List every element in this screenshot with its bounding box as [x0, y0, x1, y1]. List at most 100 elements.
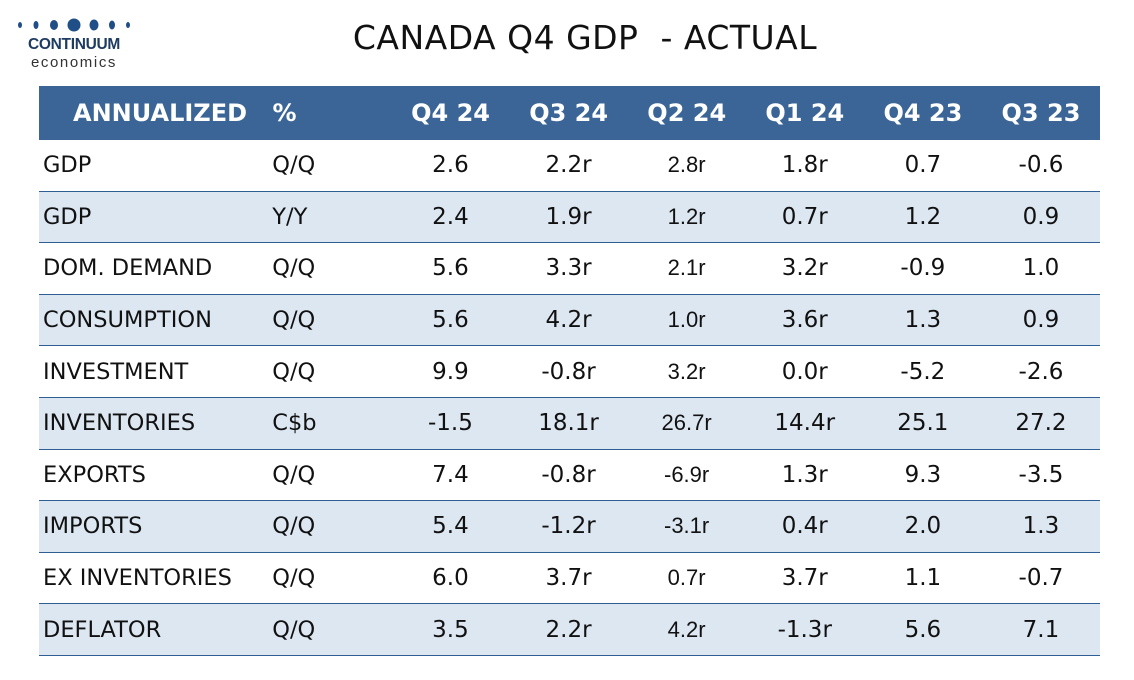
- table-body: GDP Q/Q 2.6 2.2r 2.8r 1.8r 0.7 -0.6 GDP Y/Y 2.4 1.9…: [39, 140, 1100, 656]
- row-label: IMPORTS: [43, 513, 143, 540]
- value-cell: -6.9r: [664, 461, 710, 487]
- row-label: EXPORTS: [43, 461, 146, 488]
- value-cell: 5.6: [432, 307, 469, 334]
- value-cell: 1.3: [1022, 513, 1060, 540]
- column-header: Q3 24: [529, 99, 609, 127]
- value-cell: 3.7r: [781, 565, 828, 592]
- value-cell: 6.0: [432, 565, 469, 592]
- column-header: %: [272, 99, 297, 127]
- logo-dots-icon: [14, 16, 134, 34]
- value-cell: 9.3: [904, 461, 942, 488]
- value-cell: 0.0r: [781, 358, 828, 385]
- column-header: Q2 24: [647, 99, 727, 127]
- value-cell: -5.2: [900, 358, 946, 385]
- table-row: IMPORTS Q/Q 5.4 -1.2r -3.1r 0.4r 2.0 1.3: [39, 501, 1100, 553]
- row-unit: C$b: [272, 410, 317, 437]
- table-row: GDP Q/Q 2.6 2.2r 2.8r 1.8r 0.7 -0.6: [39, 140, 1100, 192]
- value-cell: 0.7: [904, 152, 942, 179]
- table-row: EX INVENTORIES Q/Q 6.0 3.7r 0.7r 3.7r 1.1 -0.7: [39, 553, 1100, 605]
- value-cell: 2.2r: [545, 152, 592, 179]
- value-cell: 7.4: [432, 461, 469, 488]
- value-cell: 25.1: [897, 410, 949, 437]
- value-cell: 2.6: [432, 152, 469, 179]
- value-cell: 1.9r: [545, 203, 592, 230]
- value-cell: 0.4r: [781, 513, 828, 540]
- value-cell: 1.0r: [667, 307, 706, 333]
- page-title: CANADA Q4 GDP - ACTUAL: [352, 18, 818, 57]
- value-cell: 1.3r: [781, 461, 828, 488]
- value-cell: 2.8r: [667, 152, 706, 178]
- value-cell: 4.2r: [545, 307, 592, 334]
- value-cell: 1.2r: [667, 203, 706, 229]
- value-cell: 14.4r: [774, 410, 836, 437]
- value-cell: -3.5: [1018, 461, 1064, 488]
- value-cell: 3.3r: [545, 255, 592, 282]
- value-cell: 5.6: [432, 255, 469, 282]
- value-cell: -0.9: [900, 255, 946, 282]
- value-cell: 1.3: [904, 307, 942, 334]
- continuum-economics-logo: CONTINUUM economics: [14, 14, 134, 74]
- value-cell: -0.7: [1018, 565, 1064, 592]
- row-label: GDP: [43, 152, 92, 179]
- row-unit: Q/Q: [272, 358, 316, 385]
- value-cell: 0.7r: [667, 565, 706, 591]
- value-cell: -1.5: [427, 410, 473, 437]
- value-cell: 7.1: [1022, 616, 1060, 643]
- row-unit: Q/Q: [272, 307, 316, 334]
- row-unit: Q/Q: [272, 152, 316, 179]
- logo-subtitle: economics: [30, 54, 118, 71]
- row-label: CONSUMPTION: [43, 307, 212, 334]
- value-cell: 5.4: [432, 513, 469, 540]
- value-cell: 5.6: [904, 616, 942, 643]
- row-label: EX INVENTORIES: [43, 565, 232, 592]
- row-unit: Q/Q: [272, 565, 316, 592]
- value-cell: 3.5: [432, 616, 469, 643]
- value-cell: -3.1r: [664, 513, 710, 539]
- value-cell: -1.3r: [777, 616, 832, 643]
- value-cell: 3.2r: [781, 255, 828, 282]
- value-cell: 1.0: [1022, 255, 1060, 282]
- value-cell: -1.2r: [541, 513, 596, 540]
- value-cell: 3.2r: [667, 358, 706, 384]
- value-cell: 0.9: [1022, 307, 1060, 334]
- row-unit: Q/Q: [272, 513, 316, 540]
- value-cell: 26.7r: [661, 410, 712, 436]
- value-cell: 0.7r: [781, 203, 828, 230]
- column-header: Q1 24: [765, 99, 845, 127]
- table-row: EXPORTS Q/Q 7.4 -0.8r -6.9r 1.3r 9.3 -3.5: [39, 450, 1100, 502]
- table-row: CONSUMPTION Q/Q 5.6 4.2r 1.0r 3.6r 1.3 0.9: [39, 294, 1100, 347]
- table-row: GDP Y/Y 2.4 1.9r 1.2r 0.7r 1.2 0.9: [39, 191, 1100, 244]
- row-label: GDP: [43, 203, 92, 230]
- column-header: Q4 24: [411, 99, 490, 127]
- column-header: Q4 23: [883, 99, 963, 127]
- row-unit: Y/Y: [272, 203, 308, 230]
- value-cell: 2.1r: [667, 255, 706, 281]
- value-cell: 1.2: [904, 203, 942, 230]
- row-label: DOM. DEMAND: [43, 255, 213, 282]
- table-row: DOM. DEMAND Q/Q 5.6 3.3r 2.1r 3.2r -0.9 1.0: [39, 243, 1100, 295]
- value-cell: 18.1r: [538, 410, 599, 437]
- value-cell: 1.1: [904, 565, 942, 592]
- value-cell: -2.6: [1018, 358, 1064, 385]
- table-row: INVENTORIES C$b -1.5 18.1r 26.7r 14.4r 25.1 27.…: [39, 397, 1100, 450]
- row-label: DEFLATOR: [43, 616, 162, 643]
- row-label: INVESTMENT: [43, 358, 189, 385]
- gdp-table: ANNUALIZED % Q4 24 Q3 24 Q2 24 Q1 24 Q4 …: [39, 86, 1100, 656]
- value-cell: 3.7r: [545, 565, 592, 592]
- table-row: DEFLATOR Q/Q 3.5 2.2r 4.2r -1.3r 5.6 7.1: [39, 604, 1100, 656]
- row-unit: Q/Q: [272, 255, 316, 282]
- column-header: ANNUALIZED: [73, 99, 248, 127]
- value-cell: 4.2r: [667, 616, 706, 642]
- value-cell: 3.6r: [781, 307, 828, 334]
- value-cell: 2.4: [432, 203, 469, 230]
- column-header: Q3 23: [1001, 99, 1081, 127]
- value-cell: 1.8r: [781, 152, 828, 179]
- value-cell: -0.8r: [541, 358, 596, 385]
- row-label: INVENTORIES: [43, 410, 196, 437]
- value-cell: 0.9: [1022, 203, 1060, 230]
- table-row: INVESTMENT Q/Q 9.9 -0.8r 3.2r 0.0r -5.2 -2.6: [39, 346, 1100, 398]
- value-cell: -0.8r: [541, 461, 596, 488]
- logo-name: CONTINUUM: [27, 36, 120, 53]
- value-cell: 2.0: [904, 513, 942, 540]
- value-cell: -0.6: [1018, 152, 1064, 179]
